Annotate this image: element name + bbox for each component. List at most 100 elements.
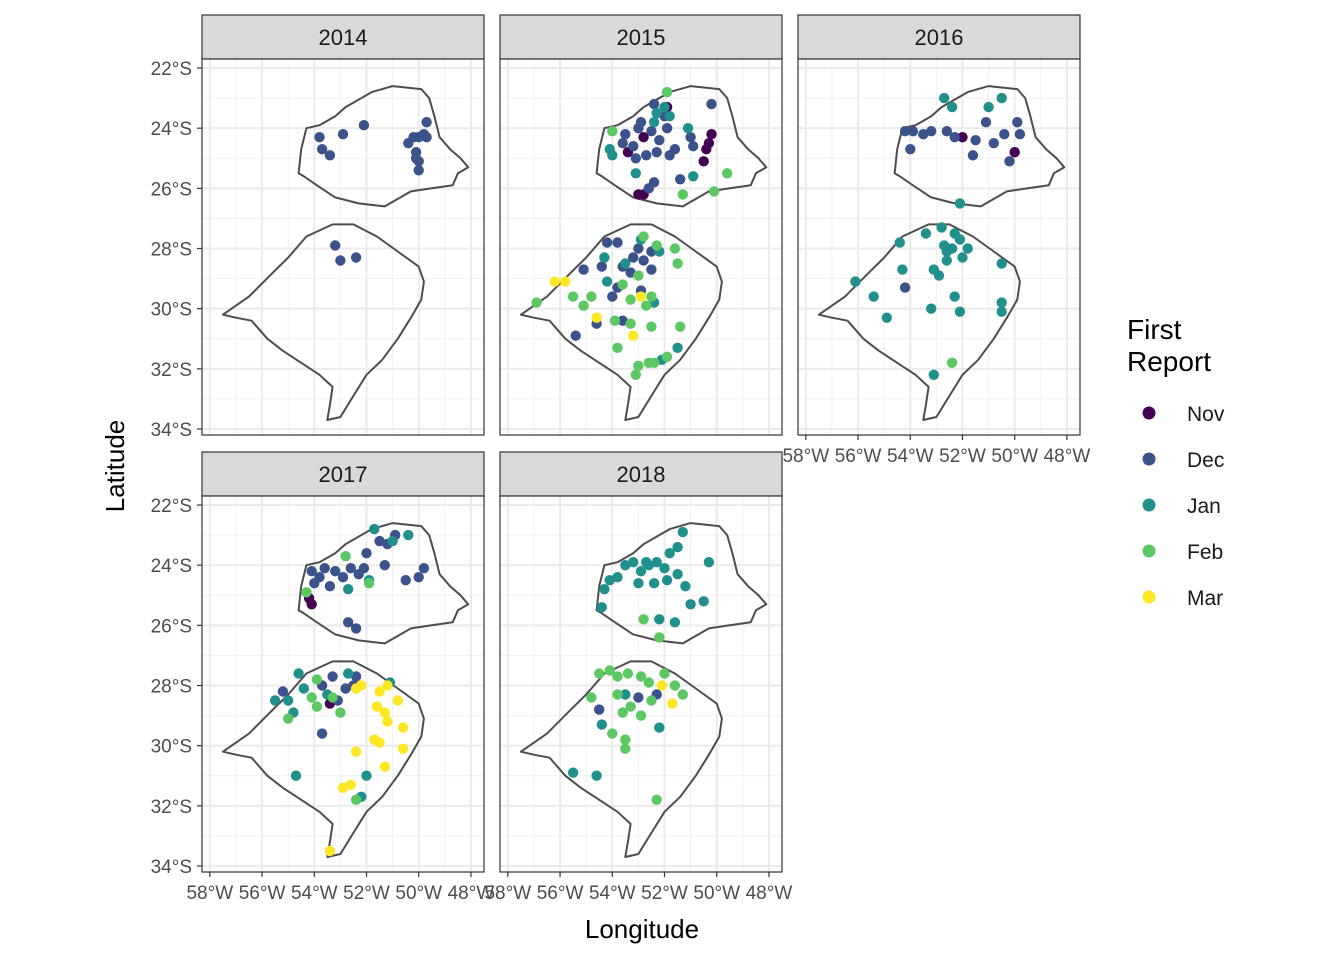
data-point-feb: [567, 291, 579, 302]
data-point-feb: [625, 294, 636, 305]
data-point-dec: [361, 548, 372, 559]
data-point-mar: [337, 782, 349, 793]
y-tick-label: 32°S: [151, 797, 192, 818]
data-point-dec: [988, 138, 999, 149]
data-point-dec: [358, 563, 370, 574]
data-point-feb: [306, 692, 317, 703]
legend-key: [1142, 406, 1156, 420]
legend-label: Feb: [1187, 541, 1223, 564]
data-point-mar: [628, 330, 639, 341]
data-point-dec: [607, 291, 618, 302]
data-point-jan: [996, 297, 1007, 308]
data-point-feb: [622, 668, 634, 679]
data-point-jan: [957, 252, 968, 263]
data-point-feb: [675, 321, 686, 332]
panel-background: [500, 496, 782, 872]
data-point-jan: [664, 111, 675, 122]
data-point-jan: [850, 276, 861, 287]
data-point-mar: [374, 737, 385, 748]
data-point-feb: [617, 707, 628, 718]
facet-strip: [499, 451, 783, 497]
data-point-dec: [350, 623, 362, 634]
data-point-jan: [628, 557, 639, 568]
data-point-mar: [379, 707, 390, 718]
data-point-jan: [939, 92, 950, 104]
data-point-jan: [926, 303, 937, 314]
x-tick-label: 54°W: [291, 883, 338, 904]
x-tick-label: 48°W: [1044, 446, 1091, 467]
data-point-feb: [722, 168, 733, 179]
x-tick-label: 56°W: [835, 446, 882, 467]
data-point-feb: [531, 297, 542, 308]
facet-strip: [797, 14, 1081, 60]
data-point-feb: [643, 357, 654, 368]
data-point-feb: [677, 689, 688, 700]
legend-key: [1142, 452, 1156, 466]
data-point-dec: [635, 117, 647, 128]
data-point-feb: [578, 300, 589, 311]
y-tick-label: 34°S: [151, 420, 192, 441]
data-point-jan: [669, 617, 681, 628]
panel-border: [499, 58, 783, 436]
facet-strip-label: 2014: [319, 25, 368, 50]
legend-item-mar: Mar: [1142, 587, 1223, 610]
data-point-jan: [633, 578, 644, 589]
data-point-dec: [1014, 129, 1026, 140]
data-point-feb: [617, 279, 628, 290]
data-point-jan: [641, 557, 652, 568]
legend-label: Dec: [1187, 449, 1224, 472]
data-point-dec: [918, 129, 929, 140]
data-point-mar: [382, 716, 393, 727]
data-point-dec: [970, 135, 981, 146]
state-outline-rs: [519, 660, 723, 858]
data-point-feb: [661, 351, 673, 362]
data-point-dec: [570, 330, 581, 341]
data-point-jan: [283, 695, 294, 706]
data-point-feb: [327, 692, 338, 703]
data-point-nov: [698, 156, 709, 167]
data-point-dec: [418, 563, 430, 574]
state-outline-parana: [595, 85, 768, 208]
data-point-dec: [343, 617, 354, 628]
data-point-mar: [560, 276, 571, 287]
data-point-jan: [343, 584, 354, 595]
data-point-mar: [397, 743, 409, 754]
data-point-dec: [374, 535, 385, 547]
data-point-dec: [628, 141, 639, 152]
data-point-feb: [612, 689, 623, 700]
data-point-feb: [350, 794, 362, 805]
legend-title: First Report: [1127, 314, 1211, 377]
x-tick-label: 56°W: [239, 883, 286, 904]
data-point-dec: [309, 578, 320, 589]
data-point-mar: [549, 276, 560, 287]
facet-strip-label: 2017: [319, 462, 368, 487]
state-outline-parana: [297, 522, 470, 645]
x-axis-title: Longitude: [585, 914, 699, 944]
data-point-jan: [290, 770, 302, 781]
data-point-feb: [633, 270, 644, 281]
data-point-jan: [269, 695, 281, 706]
x-tick-label: 54°W: [887, 446, 934, 467]
x-tick-label: 54°W: [589, 883, 636, 904]
data-point-jan: [685, 599, 696, 610]
data-point-jan: [680, 581, 691, 592]
data-point-feb: [311, 674, 323, 685]
data-point-dec: [578, 264, 589, 275]
data-point-dec: [664, 150, 675, 161]
data-point-mar: [667, 698, 678, 709]
data-point-dec: [277, 686, 289, 697]
legend: First Report Nov Dec Jan Feb Mar: [1127, 314, 1225, 610]
facet-panel-2017: 2017 22°S 24°S 26°S 28°S 30°S 32°S 34°S 58°W 56°W…: [151, 451, 494, 904]
data-point-jan: [612, 572, 623, 583]
data-point-feb: [612, 671, 623, 682]
panel-background: [202, 59, 484, 435]
panel-content: [798, 59, 1080, 435]
data-point-feb: [586, 692, 597, 703]
data-point-dec: [400, 575, 411, 586]
facet-strip: [201, 14, 485, 60]
data-point-mar: [324, 845, 336, 857]
data-point-dec: [980, 117, 992, 128]
panel-border: [499, 495, 783, 873]
data-point-jan: [928, 369, 939, 380]
y-tick-label: 22°S: [151, 496, 192, 517]
